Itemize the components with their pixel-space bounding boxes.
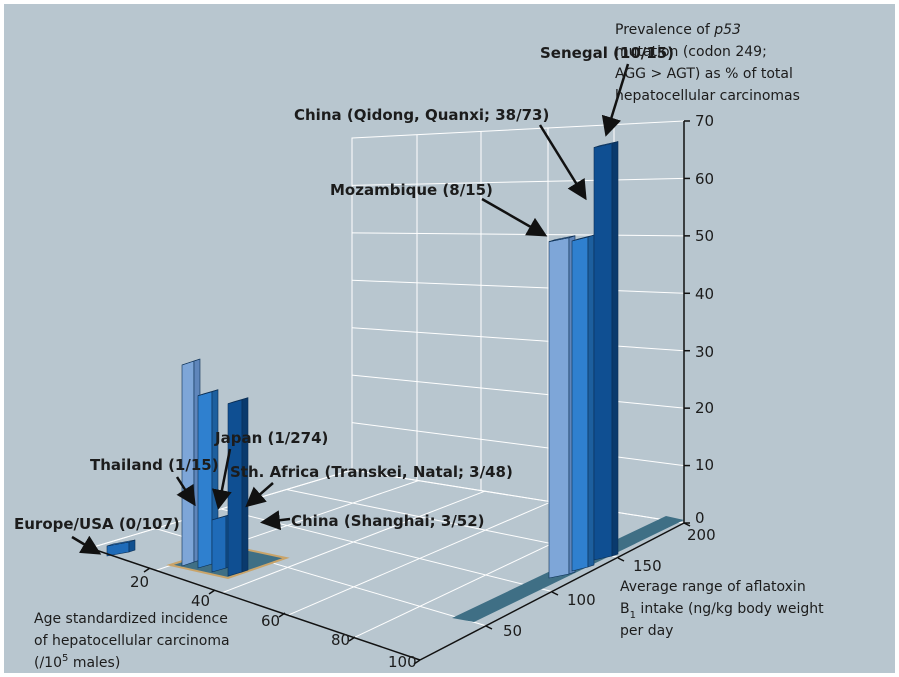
bar-front <box>212 516 226 572</box>
x-tick-60: 60 <box>261 612 280 630</box>
label-china-qidong: China (Qidong, Quanxi; 38/73) <box>294 106 549 124</box>
z-tick-0: 0 <box>695 509 705 527</box>
bar-side <box>588 235 594 567</box>
title-line-3: AGG > AGT) as % of total <box>615 66 793 82</box>
z-tick-60: 60 <box>695 170 714 188</box>
z-tick-30: 30 <box>695 343 714 361</box>
z-tick-10: 10 <box>695 456 714 474</box>
y-tick-50: 50 <box>503 622 522 640</box>
z-tick-70: 70 <box>695 112 714 130</box>
z-tick-50: 50 <box>695 227 714 245</box>
label-thailand: Thailand (1/15) <box>90 456 219 474</box>
label-sth-africa: Sth. Africa (Transkei, Natal; 3/48) <box>230 463 513 481</box>
title-line-4: hepatocellular carcinomas <box>615 88 800 104</box>
y-tick-200: 200 <box>687 526 716 544</box>
bar-side <box>612 142 618 556</box>
x-tick-80: 80 <box>331 631 350 649</box>
y-label-line-1: Average range of aflatoxin <box>620 579 806 595</box>
label-europe-usa: Europe/USA (0/107) <box>14 515 180 533</box>
label-china-shanghai: China (Shanghai; 3/52) <box>291 512 485 530</box>
bar-front <box>594 144 612 560</box>
z-tick-40: 40 <box>695 285 714 303</box>
x-tick-20: 20 <box>130 573 149 591</box>
x-label-line-1: Age standardized incidence <box>34 611 228 627</box>
bar-front <box>572 237 588 571</box>
x-tick-100: 100 <box>388 653 417 671</box>
x-tick-40: 40 <box>191 592 210 610</box>
y-tick-150: 150 <box>633 557 662 575</box>
x-label-line-3: (/105 males) <box>34 653 120 671</box>
bar-front <box>549 238 569 578</box>
y-tick-100: 100 <box>567 591 596 609</box>
bar-front <box>228 400 242 576</box>
label-mozambique: Mozambique (8/15) <box>330 181 493 199</box>
title-line-1: Prevalence of p53 <box>615 22 741 38</box>
z-tick-20: 20 <box>695 399 714 417</box>
bar-side <box>242 398 248 572</box>
label-senegal: Senegal (10/15) <box>540 44 674 62</box>
bar-front <box>198 392 212 568</box>
label-japan: Japan (1/274) <box>214 429 328 447</box>
y-label-line-3: per day <box>620 623 673 639</box>
x-label-line-2: of hepatocellular carcinoma <box>34 633 230 649</box>
